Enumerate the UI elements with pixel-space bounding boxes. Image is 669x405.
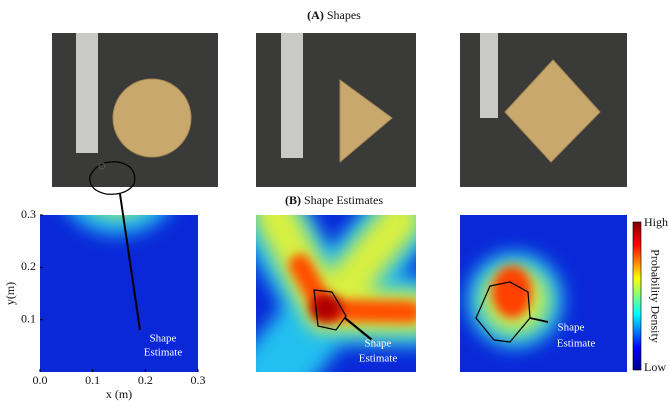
x-tick-label: 0.2: [138, 373, 153, 387]
photo-circle: [52, 33, 218, 187]
photo-square: [460, 33, 627, 187]
annotation: Estimate: [557, 338, 596, 350]
annotation: Shape: [150, 333, 177, 345]
panel-title: (B) Shape Estimates: [285, 193, 383, 207]
figure: (A) Shapes (B) Shape Estimates Shape Est…: [0, 0, 669, 405]
ruler: [480, 33, 498, 118]
colorbar-label: Probability Density: [648, 249, 662, 343]
photo-bg: [256, 33, 416, 187]
panel-name: Shapes: [327, 8, 361, 22]
y-tick-label: 0.2: [21, 259, 36, 273]
x-tick-label: 0.1: [85, 373, 100, 387]
colorbar-low: Low: [644, 360, 666, 374]
colorbar: [633, 222, 641, 370]
x-tick-label: 0.0: [33, 373, 48, 387]
heatmap: [256, 215, 416, 372]
density: [492, 266, 532, 318]
annotation: Shape: [558, 322, 585, 334]
shape-circle: [113, 79, 191, 157]
y-tick-label: 0.1: [21, 311, 36, 325]
ruler: [76, 33, 98, 153]
panel-label: (B): [285, 193, 301, 207]
x-axis-label: x (m): [106, 387, 132, 401]
annotation: Estimate: [144, 347, 183, 359]
heatmap: [460, 215, 627, 372]
photo-triangle: [256, 33, 416, 187]
colorbar-high: High: [644, 215, 668, 229]
annotation: Estimate: [359, 353, 398, 365]
y-tick-label: 0.3: [21, 207, 36, 221]
x-tick-label: 0.3: [191, 373, 206, 387]
y-axis-label: y(m): [3, 282, 17, 305]
annotation: Shape: [365, 338, 392, 350]
ruler: [281, 33, 303, 158]
panel-label: (A): [307, 8, 324, 22]
panel-title: (A) Shapes: [307, 8, 361, 22]
panel-name: Shape Estimates: [304, 193, 383, 207]
